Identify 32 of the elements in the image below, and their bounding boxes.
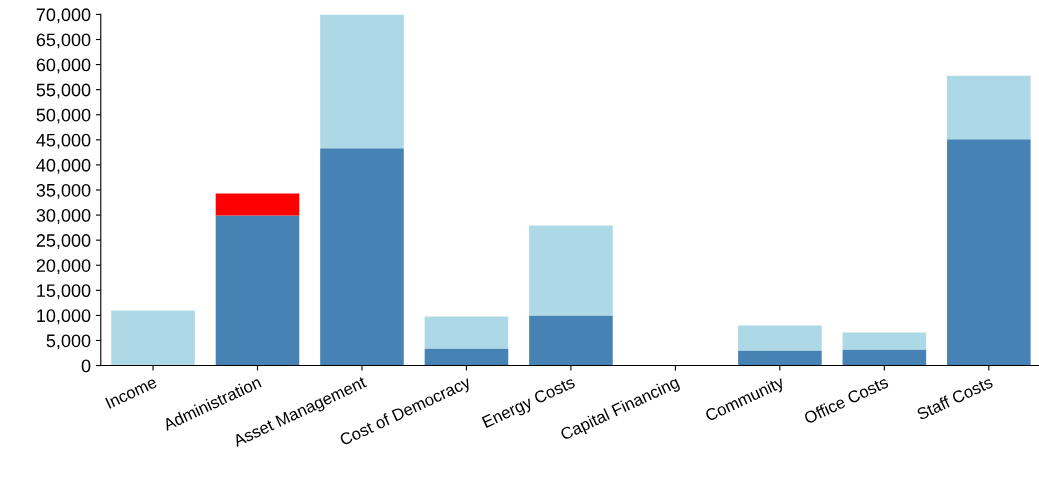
y-tick-label: 65,000 <box>36 33 91 49</box>
y-tick-label: 40,000 <box>36 158 91 174</box>
y-tick-label: 0 <box>81 359 91 373</box>
bar <box>529 225 613 316</box>
bar <box>320 148 404 366</box>
y-tick-label: 25,000 <box>36 234 91 250</box>
y-tick-label: 60,000 <box>36 58 91 74</box>
bar <box>842 332 927 350</box>
x-tick-label: Staff Costs <box>915 375 994 421</box>
bar <box>424 316 509 349</box>
bar <box>215 215 300 366</box>
bar <box>842 349 927 366</box>
y-tick-label: 55,000 <box>36 83 91 99</box>
bar <box>111 310 195 366</box>
bar <box>738 350 822 366</box>
bar <box>424 348 509 366</box>
bar <box>215 193 300 216</box>
x-tick-label: Office Costs <box>803 375 889 425</box>
y-tick-label: 10,000 <box>37 309 91 325</box>
y-tick-label: 50,000 <box>36 108 91 124</box>
bar <box>738 325 822 351</box>
y-tick-label: 45,000 <box>36 133 91 149</box>
bar <box>947 139 1031 366</box>
bar <box>529 315 613 366</box>
bar <box>320 14 404 149</box>
y-tick-label: 20,000 <box>36 259 91 275</box>
y-tick-label: 70,000 <box>36 8 91 24</box>
y-tick-label: 35,000 <box>36 183 91 199</box>
bar <box>947 75 1031 140</box>
y-tick-label: 5,000 <box>46 334 91 350</box>
y-tick-label: 30,000 <box>36 209 91 224</box>
y-tick-label: 15,000 <box>37 284 91 300</box>
